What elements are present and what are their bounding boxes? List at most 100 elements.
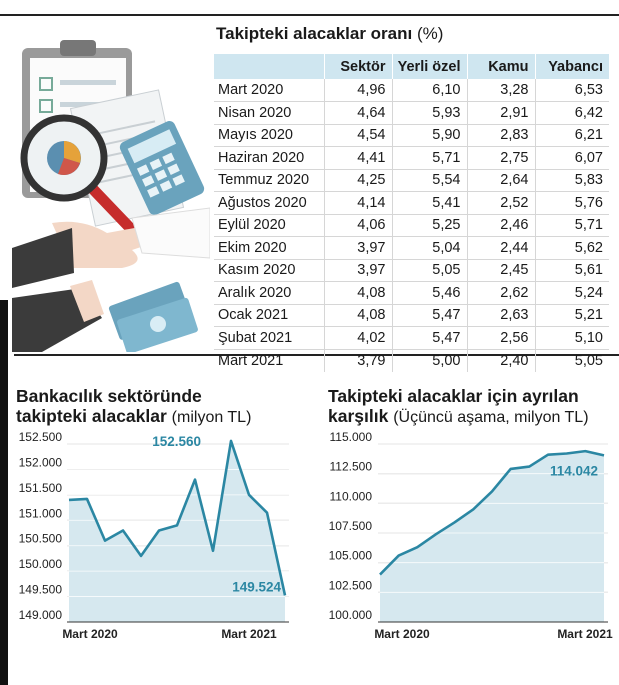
y-tick-label: 152.000 [19, 455, 63, 469]
row-value: 5,46 [391, 281, 467, 304]
row-value: 5,54 [391, 168, 467, 192]
calculator-icon [119, 121, 205, 215]
row-month: Kasım 2020 [214, 258, 324, 282]
row-value: 4,08 [323, 281, 392, 304]
row-value: 5,62 [534, 236, 609, 259]
row-value: 2,62 [466, 281, 535, 304]
row-value: 5,00 [391, 348, 467, 372]
y-tick-label: 152.500 [19, 430, 63, 444]
row-value: 4,14 [323, 191, 392, 214]
x-tick-label: Mart 2020 [374, 627, 430, 641]
chart1-title: Bankacılık sektöründe takipteki alacakla… [16, 386, 251, 428]
table-body: Mart 2020 4,96 6,10 3,28 6,53 Nisan 2020 4,64 5… [214, 79, 609, 372]
row-value: 2,44 [466, 236, 535, 259]
row-value: 5,71 [534, 213, 609, 237]
row-value: 5,47 [391, 303, 467, 327]
chart2-title: Takipteki alacaklar için ayrılan karşılı… [328, 386, 589, 428]
row-value: 5,41 [391, 191, 467, 214]
table-row: Nisan 2020 4,64 5,93 2,91 6,42 [214, 101, 609, 124]
y-tick-label: 107.500 [329, 519, 373, 533]
table-row: Ekim 2020 3,97 5,04 2,44 5,62 [214, 236, 609, 259]
row-value: 4,54 [323, 123, 392, 147]
row-value: 6,07 [534, 146, 609, 169]
y-tick-label: 110.000 [330, 489, 373, 503]
series-area [380, 451, 604, 622]
row-value: 2,83 [466, 123, 535, 147]
row-month: Mart 2021 [214, 348, 324, 372]
table-header-row: Sektör Yerli özel Kamu Yabancı [214, 54, 609, 79]
chart2-unit: (Üçüncü aşama, milyon TL) [393, 409, 589, 426]
table-row: Haziran 2020 4,41 5,71 2,75 6,07 [214, 146, 609, 169]
table-row: Kasım 2020 3,97 5,05 2,45 5,61 [214, 258, 609, 282]
row-value: 2,91 [466, 101, 535, 124]
column-header: Yerli özel [391, 54, 467, 79]
table-row: Mart 2020 4,96 6,10 3,28 6,53 [214, 79, 609, 102]
row-value: 6,10 [391, 79, 467, 102]
row-value: 4,96 [323, 79, 392, 102]
series-area [69, 440, 285, 622]
y-tick-label: 150.500 [19, 532, 63, 546]
value-annotation: 149.524 [232, 579, 281, 594]
x-tick-label: Mart 2021 [557, 627, 613, 641]
row-value: 6,53 [534, 79, 609, 102]
chart2-title-line1: Takipteki alacaklar için ayrılan [328, 386, 579, 406]
row-value: 4,64 [323, 101, 392, 124]
chart2-title-line2: karşılık [328, 406, 389, 426]
table-row: Mayıs 2020 4,54 5,90 2,83 6,21 [214, 123, 609, 147]
y-tick-label: 115.000 [330, 430, 373, 444]
row-value: 2,45 [466, 258, 535, 282]
top-rule [0, 14, 619, 16]
column-header: Yabancı [534, 54, 609, 79]
row-value: 2,46 [466, 213, 535, 237]
y-tick-label: 150.000 [19, 557, 63, 571]
row-month: Ocak 2021 [214, 303, 324, 327]
table-title-text: Takipteki alacaklar oranı [216, 24, 413, 43]
row-value: 5,93 [391, 101, 467, 124]
row-month: Ağustos 2020 [214, 191, 324, 214]
y-tick-label: 105.000 [329, 549, 373, 563]
row-value: 5,47 [391, 326, 467, 349]
row-value: 5,05 [391, 258, 467, 282]
y-tick-label: 151.500 [19, 481, 63, 495]
row-value: 5,24 [534, 281, 609, 304]
x-tick-label: Mart 2021 [221, 627, 277, 641]
row-month: Haziran 2020 [214, 146, 324, 169]
row-value: 4,41 [323, 146, 392, 169]
row-value: 5,76 [534, 191, 609, 214]
row-value: 6,42 [534, 101, 609, 124]
y-tick-label: 112.500 [330, 460, 373, 474]
row-month: Mayıs 2020 [214, 123, 324, 147]
magnifier-icon [20, 114, 138, 236]
column-header: Sektör [323, 54, 392, 79]
chart2: 115.000 112.500 110.000 107.500 105.000 102.5… [329, 430, 613, 641]
row-month: Şubat 2021 [214, 326, 324, 349]
row-month: Mart 2020 [218, 82, 284, 98]
row-value: 3,97 [323, 258, 392, 282]
table-row: Ağustos 2020 4,14 5,41 2,52 5,76 [214, 191, 609, 214]
value-annotation: 114.042 [550, 463, 598, 478]
row-value: 2,56 [466, 326, 535, 349]
row-value: 5,83 [534, 168, 609, 192]
npl-ratio-table: Sektör Yerli özel Kamu Yabancı Mart 2020 4,9… [214, 54, 609, 372]
money-icon [108, 281, 198, 352]
row-month: Nisan 2020 [214, 101, 324, 124]
table-row: Ocak 2021 4,08 5,47 2,63 5,21 [214, 303, 609, 327]
table-title: Takipteki alacaklar oranı (%) [216, 24, 443, 44]
table-row: Eylül 2020 4,06 5,25 2,46 5,71 [214, 213, 609, 237]
chart1-title-line2: takipteki alacaklar [16, 406, 167, 426]
row-value: 5,71 [391, 146, 467, 169]
row-value: 3,97 [323, 236, 392, 259]
row-value: 4,08 [323, 303, 392, 327]
row-value: 4,25 [323, 168, 392, 192]
y-tick-label: 102.500 [329, 578, 373, 592]
row-value: 2,64 [466, 168, 535, 192]
row-value: 5,04 [391, 236, 467, 259]
header-blank [214, 54, 324, 79]
row-value: 2,52 [466, 191, 535, 214]
left-edge-bar [0, 300, 8, 685]
row-value: 5,25 [391, 213, 467, 237]
table-title-unit: (%) [416, 24, 444, 43]
row-value: 3,79 [323, 348, 392, 372]
table-row: Temmuz 2020 4,25 5,54 2,64 5,83 [214, 168, 609, 192]
